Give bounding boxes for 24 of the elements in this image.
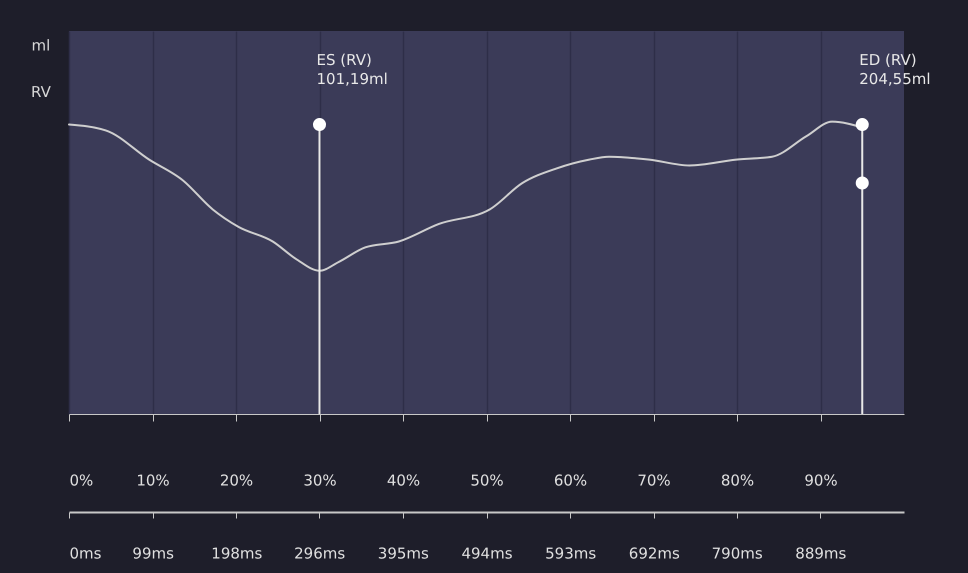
x-tick-label: 10% [136,472,170,490]
ref-line-label: ED (RV) 204,55ml [859,51,931,88]
x2-tick-label: 494ms [461,544,513,562]
x-tick-label: 20% [220,472,254,490]
x2-tick-label: 296ms [294,544,346,562]
x-tick-label: 0% [70,472,94,490]
x-tick-label: 80% [720,472,754,490]
x2-tick-label: 889ms [795,544,847,562]
x-tick-label: 70% [637,472,671,490]
y-axis-title: ml [32,36,50,54]
x-tick-label: 60% [554,472,588,490]
ref-line-label: ES (RV) 101,19ml [316,51,388,88]
x2-tick-label: 0ms [70,544,102,562]
x2-tick-label: 198ms [211,544,263,562]
x-tick-label: 90% [804,472,838,490]
x2-tick-label: 395ms [378,544,430,562]
x2-tick-label: 790ms [712,544,763,562]
x-tick-label: 40% [386,472,420,490]
x2-tick-label: 99ms [132,544,174,562]
x-tick-label: 50% [470,472,504,490]
x2-tick-label: 593ms [545,544,596,562]
series-label: RV [31,83,52,101]
x2-tick-label: 692ms [628,544,680,562]
x-tick-label: 30% [303,472,337,490]
